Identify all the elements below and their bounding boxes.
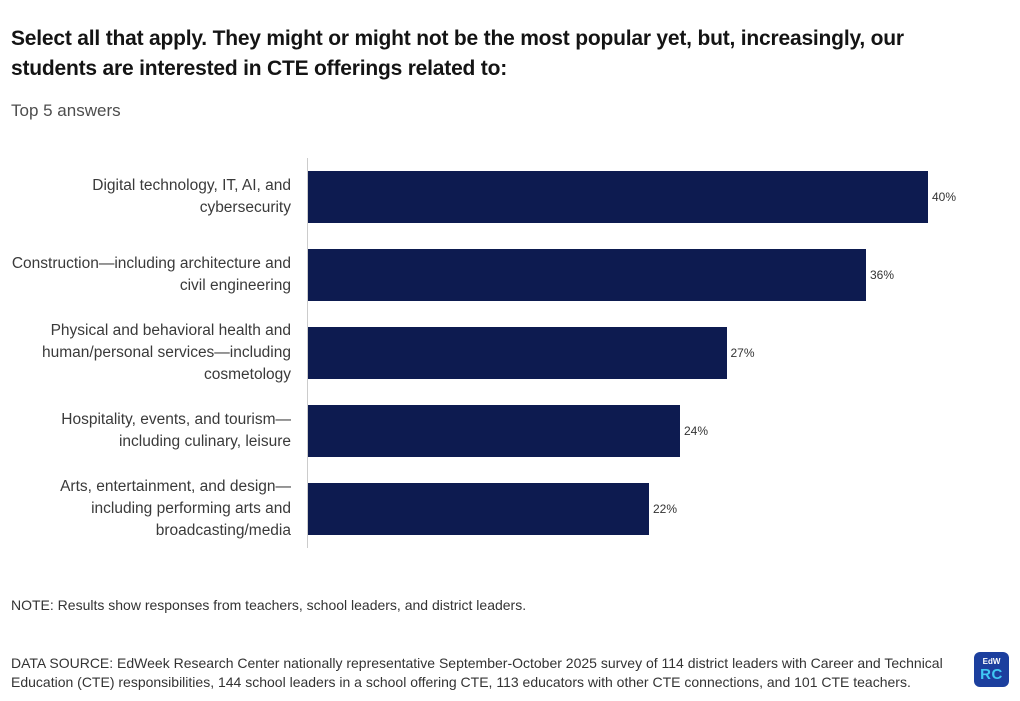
edweek-logo-text: EdW bbox=[982, 656, 1001, 666]
chart-subtitle: Top 5 answers bbox=[11, 101, 121, 120]
chart-row: Hospitality, events, and tourism—includi… bbox=[11, 392, 1009, 470]
rc-logo-text: RC bbox=[980, 665, 1003, 683]
bar bbox=[308, 405, 680, 457]
chart-title: Select all that apply. They might or mig… bbox=[11, 27, 904, 80]
data-source-text: DATA SOURCE: EdWeek Research Center nati… bbox=[11, 655, 943, 690]
value-label: 27% bbox=[730, 346, 755, 360]
chart-row: Construction—including architecture and … bbox=[11, 236, 1009, 314]
category-label: Arts, entertainment, and design—includin… bbox=[60, 478, 291, 539]
bar-area: 22% bbox=[307, 470, 1009, 548]
bar bbox=[308, 249, 866, 301]
category-label: Hospitality, events, and tourism—includi… bbox=[61, 411, 291, 450]
bar-chart: Digital technology, IT, AI, and cybersec… bbox=[11, 158, 1009, 548]
category-label: Construction—including architecture and … bbox=[11, 255, 291, 294]
chart-row: Arts, entertainment, and design—includin… bbox=[11, 470, 1009, 548]
value-label: 36% bbox=[870, 268, 895, 282]
bar-area: 36% bbox=[307, 236, 1009, 314]
bar bbox=[308, 171, 928, 223]
bar bbox=[308, 483, 649, 535]
edweek-rc-logo: EdW RC bbox=[974, 652, 1009, 687]
value-label: 40% bbox=[932, 190, 957, 204]
bar-area: 27% bbox=[307, 314, 1009, 392]
category-label: Physical and behavioral health and human… bbox=[42, 322, 291, 383]
chart-row: Digital technology, IT, AI, and cybersec… bbox=[11, 158, 1009, 236]
bar-area: 24% bbox=[307, 392, 1009, 470]
chart-row: Physical and behavioral health and human… bbox=[11, 314, 1009, 392]
bar bbox=[308, 327, 727, 379]
value-label: 22% bbox=[653, 502, 678, 516]
bar-area: 40% bbox=[307, 158, 1009, 236]
category-label: Digital technology, IT, AI, and cybersec… bbox=[92, 177, 291, 216]
note-text: NOTE: Results show responses from teache… bbox=[11, 597, 527, 613]
value-label: 24% bbox=[684, 424, 709, 438]
